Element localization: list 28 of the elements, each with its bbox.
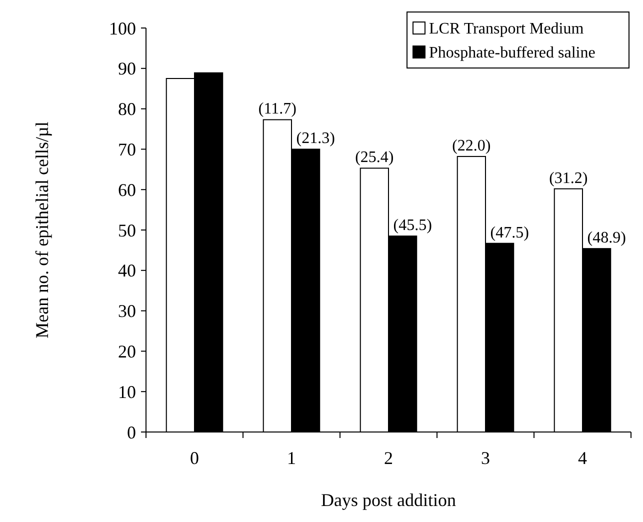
y-tick-label: 80 <box>118 99 136 120</box>
legend-label: Phosphate-buffered saline <box>429 44 596 62</box>
x-axis-title: Days post addition <box>321 490 456 510</box>
y-tick-label: 70 <box>118 140 136 160</box>
x-tick-label: 4 <box>578 448 587 468</box>
legend-label: LCR Transport Medium <box>429 20 584 38</box>
y-tick-label: 90 <box>118 58 136 79</box>
annotation: (21.3) <box>296 130 335 148</box>
annotation: (47.5) <box>490 224 529 242</box>
x-tick-label: 3 <box>481 448 490 468</box>
y-tick-label: 0 <box>127 422 136 442</box>
x-tick-label: 0 <box>190 448 199 468</box>
y-axis-title: Mean no. of epithelial cells/µl <box>32 122 52 338</box>
y-tick-label: 10 <box>118 382 136 402</box>
annotation: (48.9) <box>587 230 626 247</box>
annotation: (45.5) <box>393 217 432 234</box>
annotation: (22.0) <box>452 137 491 154</box>
y-tick-label: 20 <box>118 342 136 362</box>
x-tick-label: 2 <box>384 448 393 468</box>
y-tick-label: 100 <box>109 18 136 38</box>
y-tick-label: 30 <box>118 301 136 322</box>
annotation: (31.2) <box>549 170 588 187</box>
annotation: (11.7) <box>258 100 296 118</box>
x-tick-label: 1 <box>287 448 296 468</box>
annotation: (25.4) <box>355 149 394 166</box>
y-tick-label: 60 <box>118 180 136 200</box>
y-tick-label: 50 <box>118 220 136 240</box>
y-tick-label: 40 <box>118 260 136 281</box>
